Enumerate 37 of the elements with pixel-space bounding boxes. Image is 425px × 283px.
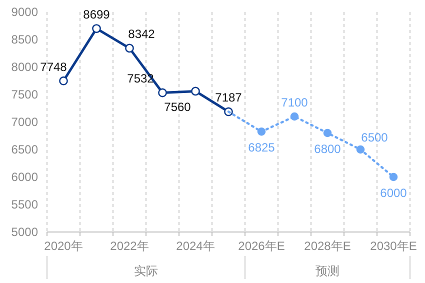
x-tick-label: 2030年E [370, 239, 417, 253]
point [59, 76, 68, 86]
point [191, 86, 200, 96]
point [356, 145, 365, 154]
data-label: 7100 [281, 96, 308, 110]
data-label: 7748 [40, 60, 68, 74]
y-tick-label: 9000 [11, 5, 38, 19]
y-tick-label: 6000 [11, 170, 38, 184]
point [389, 172, 398, 182]
x-tick-label: 2024年 [176, 239, 215, 253]
point [158, 88, 167, 98]
text: 实际 [134, 264, 158, 278]
data-label: 6825 [248, 140, 276, 155]
data-label: 6000 [380, 186, 408, 200]
y-tick-label: 5000 [11, 225, 38, 239]
y-tick-label: 5500 [11, 198, 38, 212]
point [257, 127, 266, 136]
text: 预测 [316, 264, 340, 278]
y-tick-label: 8000 [11, 60, 38, 74]
y-tick-label: 7000 [11, 115, 38, 129]
x-tick-label: 2026年E [238, 239, 285, 253]
data-label: 8699 [83, 8, 110, 22]
data-label: 6800 [314, 142, 342, 156]
data-label: 8342 [128, 27, 156, 42]
point [290, 112, 299, 121]
x-tick-label: 2020年 [44, 239, 83, 253]
data-label: 7560 [164, 100, 192, 114]
point [125, 44, 134, 53]
y-tick-label: 6500 [11, 142, 38, 156]
data-label: 7187 [215, 90, 242, 105]
x-tick-label: 2022年 [110, 239, 149, 253]
point [92, 24, 101, 34]
x-tick-label: 2028年E [304, 239, 351, 253]
point [323, 128, 332, 138]
y-tick-label: 8500 [11, 32, 38, 46]
y-tick-label: 7500 [11, 88, 38, 102]
data-label: 6500 [361, 130, 388, 144]
